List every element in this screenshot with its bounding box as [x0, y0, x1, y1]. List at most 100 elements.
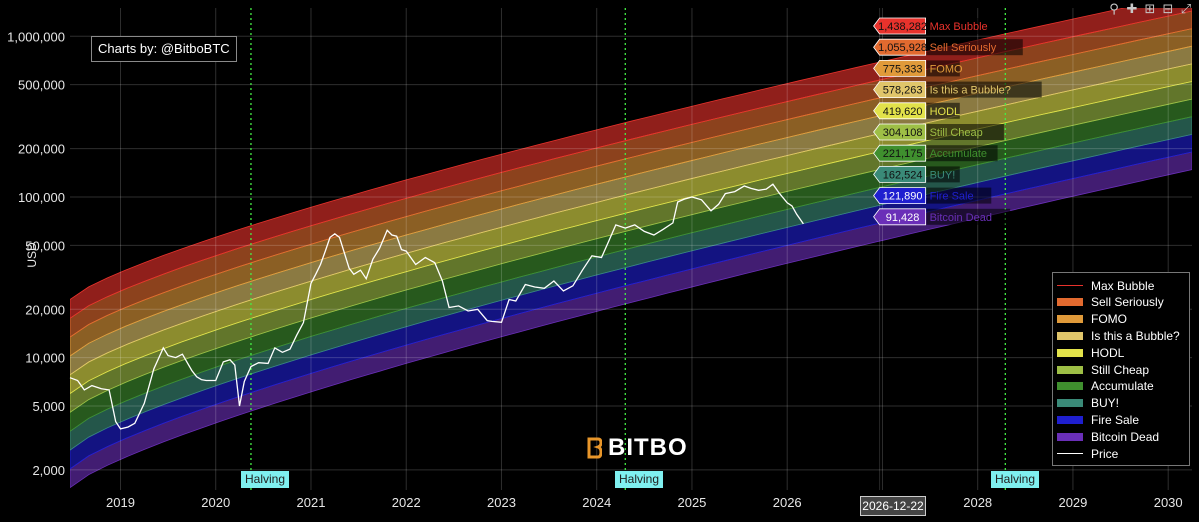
zoom-out-icon[interactable]: ⊟	[1162, 2, 1174, 17]
autoscale-icon[interactable]: ⤢	[1180, 2, 1192, 17]
hover-name: Fire Sale	[930, 191, 974, 203]
legend[interactable]: Max Bubble Sell Seriously FOMO Is this a Bu…	[1052, 272, 1190, 466]
legend-label: HODL	[1091, 345, 1125, 360]
legend-item-hodl[interactable]: HODL	[1057, 344, 1124, 361]
x-tick-label: 2019	[106, 495, 135, 510]
y-tick-label: 50,000	[25, 238, 65, 253]
x-tick-label: 2020	[201, 495, 230, 510]
x-tick-label: 2030	[1154, 495, 1183, 510]
legend-label: Bitcoin Dead	[1091, 429, 1160, 444]
hover-value: 1,055,928	[878, 42, 927, 54]
y-tick-label: 200,000	[18, 142, 65, 157]
legend-item-sell-seriously[interactable]: Sell Seriously	[1057, 294, 1164, 311]
x-tick-label: 2022	[392, 495, 421, 510]
legend-item-max-bubble[interactable]: Max Bubble	[1057, 277, 1154, 294]
zoom-in-icon[interactable]: ⊞	[1144, 2, 1156, 17]
y-tick-label: 2,000	[32, 463, 65, 478]
hover-value-box	[873, 165, 926, 183]
hover-value: 121,890	[883, 191, 923, 203]
legend-label: Price	[1091, 446, 1119, 461]
x-tick-label: 2023	[487, 495, 516, 510]
legend-swatch	[1057, 399, 1083, 408]
legend-swatch	[1057, 415, 1083, 424]
x-tick-label: 2021	[297, 495, 326, 510]
hover-label-fomo: 775,333 FOMO	[873, 60, 963, 77]
halving-tag-2028: Halving	[991, 471, 1040, 488]
hover-value-box	[873, 60, 926, 77]
legend-swatch	[1057, 382, 1083, 391]
legend-item-fire-sale[interactable]: Fire Sale	[1057, 411, 1139, 428]
hover-name: Still Cheap	[930, 127, 983, 139]
hover-value-box	[873, 123, 926, 141]
legend-label: Is this a Bubble?	[1091, 328, 1180, 343]
x-tick-label: 2028	[963, 495, 992, 510]
hover-value-box	[873, 208, 926, 226]
hover-value: 304,108	[883, 127, 923, 139]
hover-name-box	[926, 124, 1004, 140]
hover-name-box	[926, 187, 992, 204]
legend-label: Fire Sale	[1091, 412, 1140, 427]
halving-tag-2024: Halving	[615, 471, 664, 488]
price-line[interactable]	[69, 183, 804, 430]
legend-swatch	[1057, 365, 1083, 374]
hover-value-box	[873, 81, 926, 98]
legend-swatch	[1057, 348, 1083, 357]
hover-value-box	[873, 144, 926, 162]
chart-credit: Charts by: @BitboBTC	[91, 36, 237, 62]
hover-value-box	[873, 187, 926, 205]
y-tick-label: 100,000	[18, 190, 65, 205]
band-max-bubble[interactable]	[70, 0, 1192, 319]
y-tick-label: 500,000	[18, 78, 65, 93]
hover-label-sell-seriously: 1,055,928 Sell Seriously	[873, 38, 1023, 56]
legend-item-price[interactable]: Price	[1057, 445, 1118, 462]
legend-label: Max Bubble	[1091, 278, 1155, 293]
hover-label-buy: 162,524 BUY!	[873, 165, 960, 183]
hover-value: 578,263	[883, 85, 923, 97]
hover-label-accumulate: 221,175 Accumulate	[873, 144, 998, 162]
legend-item-is-this-a-bubble[interactable]: Is this a Bubble?	[1057, 327, 1180, 344]
hover-value-box	[873, 38, 926, 56]
x-tick-label: 2029	[1058, 495, 1087, 510]
x-tick-label: 2026	[773, 495, 802, 510]
hover-name-box	[926, 39, 1023, 56]
hover-name-box	[926, 60, 960, 77]
hover-value: 1,438,282	[878, 21, 927, 33]
logo-text: BITBO	[608, 434, 688, 461]
y-tick-label: 1,000,000	[7, 29, 65, 44]
hover-label-is-this-a-bubble: 578,263 Is this a Bubble?	[873, 81, 1042, 98]
hover-value-box	[873, 102, 926, 120]
hover-label-hodl: 419,620 HODL	[873, 102, 960, 120]
bitbo-logo: BITBO	[586, 434, 688, 462]
chart-toolbar: ⚲ ✚ ⊞ ⊟ ⤢	[1107, 3, 1193, 17]
rainbow-bands	[70, 0, 1192, 489]
hover-value: 419,620	[883, 106, 923, 118]
y-tick-label: 5,000	[32, 399, 65, 414]
legend-item-buy[interactable]: BUY!	[1057, 395, 1119, 412]
zoom-icon[interactable]: ⚲	[1109, 2, 1119, 17]
legend-swatch	[1057, 315, 1083, 324]
hover-name-box	[926, 145, 998, 162]
hover-value: 162,524	[883, 169, 923, 181]
legend-item-bitcoin-dead[interactable]: Bitcoin Dead	[1057, 428, 1159, 445]
y-tick-label: 20,000	[25, 302, 65, 317]
legend-swatch	[1057, 453, 1083, 454]
hover-label-bitcoin-dead: 91,428 Bitcoin Dead	[873, 208, 1011, 226]
legend-item-fomo[interactable]: FOMO	[1057, 311, 1127, 328]
legend-label: BUY!	[1091, 396, 1120, 411]
hover-name-box	[926, 102, 960, 119]
pan-icon[interactable]: ✚	[1126, 2, 1138, 17]
hover-value: 221,175	[883, 148, 923, 160]
legend-item-accumulate[interactable]: Accumulate	[1057, 378, 1154, 395]
x-tick-label: 2024	[582, 495, 611, 510]
legend-label: Accumulate	[1091, 379, 1154, 394]
hover-name-box	[926, 166, 960, 183]
halving-tag-2020: Halving	[241, 471, 290, 488]
legend-item-still-cheap[interactable]: Still Cheap	[1057, 361, 1149, 378]
hover-label-fire-sale: 121,890 Fire Sale	[873, 187, 992, 205]
hover-name: Sell Seriously	[930, 42, 997, 54]
hover-value-box	[873, 17, 926, 35]
hover-value: 775,333	[883, 63, 923, 75]
y-tick-label: 10,000	[25, 351, 65, 366]
hover-name: Bitcoin Dead	[930, 212, 992, 224]
